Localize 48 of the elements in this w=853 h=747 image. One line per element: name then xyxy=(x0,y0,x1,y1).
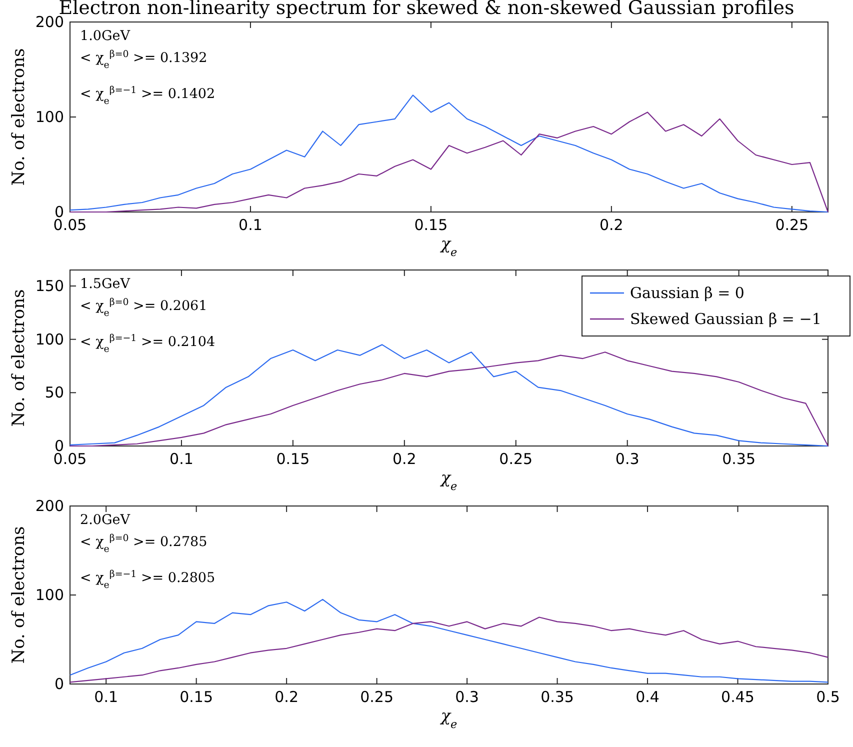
x-tick-label: 0.3 xyxy=(615,450,640,468)
x-tick-label: 0.25 xyxy=(360,688,394,706)
y-tick-label: 150 xyxy=(35,277,64,295)
y-tick-label: 200 xyxy=(35,497,64,515)
x-tick-label: 0.15 xyxy=(276,450,310,468)
x-tick-label: 0.25 xyxy=(775,216,809,234)
annotation: < χ$_{e}$$^{β=−1}$ >= 0.1402 xyxy=(80,84,216,106)
x-tick-label: 0.15 xyxy=(414,216,448,234)
y-tick-label: 0 xyxy=(54,675,64,693)
y-tick-label: 200 xyxy=(35,13,64,31)
annotation: 1.5GeV xyxy=(80,276,130,292)
annotation: < χ$_{e}$$^{β=0}$ >= 0.2785 xyxy=(80,532,208,554)
x-tick-label: 0.35 xyxy=(722,450,756,468)
x-tick-label: 0.3 xyxy=(455,688,479,706)
annotation: < χ$_{e}$$^{β=−1}$ >= 0.2805 xyxy=(80,568,216,590)
annotation: 1.0GeV xyxy=(80,28,130,44)
y-tick-label: 100 xyxy=(35,108,64,126)
legend-label: Skewed Gaussian β = −1 xyxy=(630,310,822,328)
annotation: < χ$_{e}$$^{β=−1}$ >= 0.2104 xyxy=(80,332,216,354)
y-tick-label: 100 xyxy=(35,586,64,604)
x-tick-label: 0.05 xyxy=(53,216,87,234)
x-tick-label: 0.45 xyxy=(721,688,754,706)
x-tick-label: 0.25 xyxy=(499,450,533,468)
annotation: < χ$_{e}$$^{β=0}$ >= 0.2061 xyxy=(80,296,208,318)
x-axis-title: χ$_{e}$ xyxy=(440,234,458,258)
line-series xyxy=(69,598,829,683)
y-axis-title: No. of electrons xyxy=(9,526,29,664)
x-tick-label: 0.1 xyxy=(170,450,194,468)
line-series xyxy=(69,616,829,683)
y-axis-title: No. of electrons xyxy=(9,289,29,427)
x-axis-title: χ$_{e}$ xyxy=(440,468,458,492)
x-tick-label: 0.05 xyxy=(53,450,87,468)
y-tick-label: 50 xyxy=(44,384,64,402)
x-tick-label: 0.2 xyxy=(274,688,298,706)
y-axis-title: No. of electrons xyxy=(9,48,29,186)
x-tick-label: 0.4 xyxy=(636,688,660,706)
x-tick-label: 0.35 xyxy=(540,688,574,706)
annotation: 2.0GeV xyxy=(80,512,130,528)
annotation: < χ$_{e}$$^{β=0}$ >= 0.1392 xyxy=(80,48,208,70)
x-tick-label: 0.15 xyxy=(180,688,214,706)
x-tick-label: 0.5 xyxy=(816,688,840,706)
y-tick-label: 100 xyxy=(35,330,64,348)
legend-label: Gaussian β = 0 xyxy=(630,284,744,302)
x-axis-title: χ$_{e}$ xyxy=(440,706,458,730)
x-tick-label: 0.1 xyxy=(94,688,118,706)
x-tick-label: 0.1 xyxy=(238,216,262,234)
x-tick-label: 0.2 xyxy=(392,450,416,468)
x-tick-label: 0.2 xyxy=(600,216,624,234)
